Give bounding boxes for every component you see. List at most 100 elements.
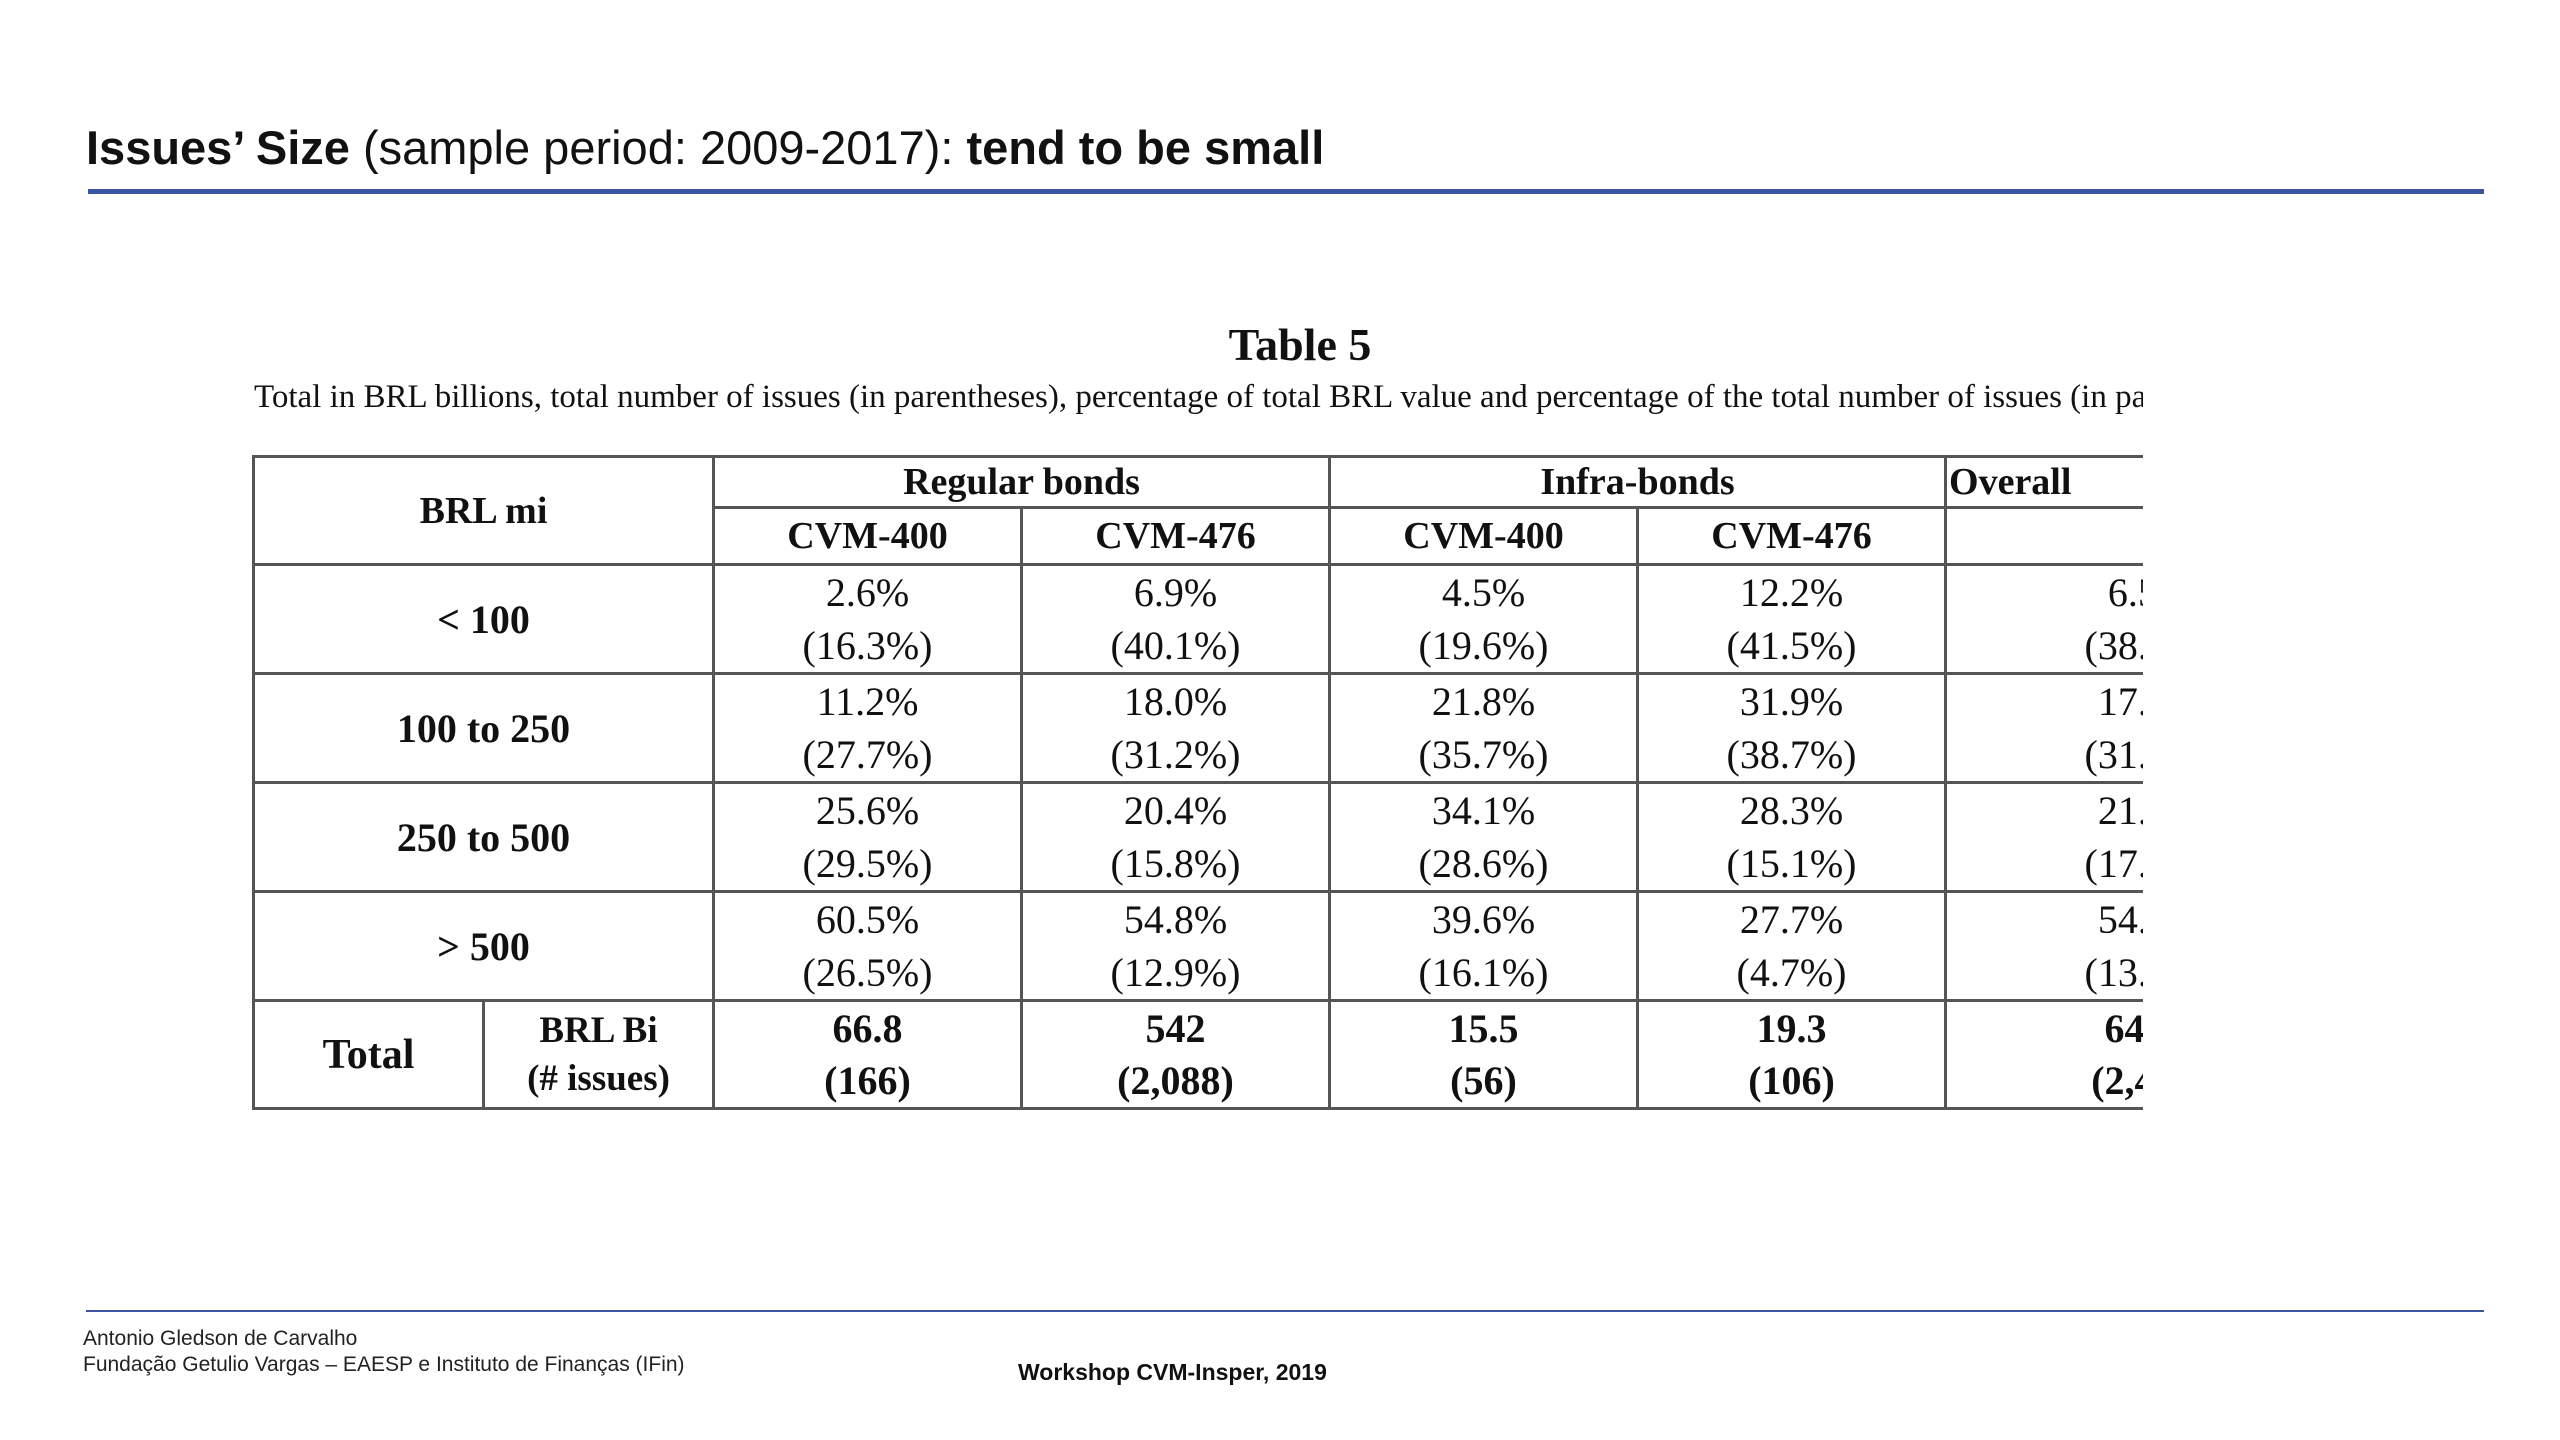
total-label: Total bbox=[252, 999, 485, 1110]
cell-count: (38.7%) bbox=[1726, 732, 1857, 777]
cell-count: (41.5%) bbox=[1726, 623, 1857, 668]
cell-value: 54.8% bbox=[1123, 897, 1228, 942]
title-normal: (sample period: 2009-2017): bbox=[349, 121, 967, 174]
cell-value: 54.2% bbox=[2097, 897, 2143, 942]
table-cell: 2.6% (16.3%) bbox=[712, 563, 1023, 675]
cell-value: 17.8% bbox=[2097, 679, 2143, 724]
total-row: Total BRL Bi (# issues) 66.8 (166) 542 (2,0… bbox=[252, 999, 2143, 1110]
table-cell: 11.2% (27.7%) bbox=[712, 672, 1023, 784]
table-title: Table 5 bbox=[1228, 319, 1372, 370]
data-table: BRL mi Regular bonds Infra-bonds Overall… bbox=[252, 455, 2143, 1110]
cell-count: (29.5%) bbox=[802, 841, 933, 886]
table-cell: 60.5% (26.5%) bbox=[712, 890, 1023, 1002]
group-regular-bonds: Regular bonds bbox=[712, 455, 1331, 509]
table-cell: 18.0% (31.2%) bbox=[1020, 672, 1331, 784]
table-cell: 21.8% (35.7%) bbox=[1328, 672, 1639, 784]
table-cell: 31.9% (38.7%) bbox=[1635, 672, 1948, 784]
footer-affiliation: Fundação Getulio Vargas – EAESP e Instit… bbox=[83, 1353, 685, 1376]
title-underline bbox=[88, 189, 2484, 194]
total-value: 15.5 bbox=[1448, 1005, 1519, 1051]
row-label: < 100 bbox=[252, 563, 715, 675]
cell-value: 11.2% bbox=[816, 679, 919, 724]
table-row: > 500 60.5% (26.5%) 54.8% (12.9%) 39.6% (16… bbox=[252, 890, 2143, 1002]
cell-value: 28.3% bbox=[1739, 788, 1844, 833]
cell-value: 20.4% bbox=[1123, 788, 1228, 833]
subheader-infra-cvm400: CVM-400 bbox=[1328, 506, 1639, 566]
row-label: > 500 bbox=[252, 890, 715, 1002]
cell-count: (19.6%) bbox=[1418, 623, 1549, 668]
cell-count: (27.7%) bbox=[802, 732, 933, 777]
row-label: 250 to 500 bbox=[252, 781, 715, 893]
cell-count: (15.8%) bbox=[1110, 841, 1241, 886]
cell-value: 25.6% bbox=[815, 788, 920, 833]
subheader-infra-cvm476: CVM-476 bbox=[1635, 506, 1948, 566]
table-caption: Total in BRL billions, total number of i… bbox=[254, 379, 2143, 415]
cell-value: 4.5% bbox=[1441, 570, 1526, 615]
footer-author-block: Antonio Gledson de Carvalho Fundação Get… bbox=[83, 1326, 685, 1378]
total-count: (106) bbox=[1748, 1057, 1835, 1103]
table-cell: 54.2% (13.5%) bbox=[1944, 890, 2143, 1002]
total-cell: 542 (2,088) bbox=[1020, 999, 1331, 1110]
cell-value: 60.5% bbox=[815, 897, 920, 942]
cell-value: 31.9% bbox=[1739, 679, 1844, 724]
total-cell: 643.6 (2,408) bbox=[1944, 999, 2143, 1110]
cell-count: (31.4%) bbox=[2084, 732, 2143, 777]
header-sub-row: CVM-400 CVM-476 CVM-400 CVM-476 bbox=[254, 506, 2143, 566]
table-cell: 17.8% (31.4%) bbox=[1944, 672, 2143, 784]
total-value: 19.3 bbox=[1756, 1005, 1827, 1051]
cell-value: 12.2% bbox=[1739, 570, 1844, 615]
subheader-regular-cvm476: CVM-476 bbox=[1020, 506, 1331, 566]
table-cell: 34.1% (28.6%) bbox=[1328, 781, 1639, 893]
table-cell: 21.5% (17.0%) bbox=[1944, 781, 2143, 893]
cell-count: (13.5%) bbox=[2084, 950, 2143, 995]
total-cell: 19.3 (106) bbox=[1635, 999, 1948, 1110]
footer-author: Antonio Gledson de Carvalho bbox=[83, 1327, 358, 1350]
total-cell: 15.5 (56) bbox=[1328, 999, 1639, 1110]
group-infra-bonds: Infra-bonds bbox=[1327, 455, 1948, 509]
table-cell: 28.3% (15.1%) bbox=[1635, 781, 1948, 893]
table-figure: Table 5 Total in BRL billions, total num… bbox=[250, 310, 2143, 1130]
table-cell: 54.8% (12.9%) bbox=[1020, 890, 1331, 1002]
cell-count: (40.1%) bbox=[1110, 623, 1241, 668]
table-cell: 20.4% (15.8%) bbox=[1020, 781, 1331, 893]
row-label: 100 to 250 bbox=[252, 672, 715, 784]
cell-count: (26.5%) bbox=[802, 950, 933, 995]
total-count: (166) bbox=[824, 1057, 911, 1103]
table-cell: 6.5% (38.0%) bbox=[1944, 563, 2143, 675]
cell-value: 39.6% bbox=[1431, 897, 1536, 942]
table-row: 250 to 500 25.6% (29.5%) 20.4% (15.8%) 34.… bbox=[252, 781, 2143, 893]
cell-count: (31.2%) bbox=[1110, 732, 1241, 777]
total-cell: 66.8 (166) bbox=[712, 999, 1023, 1110]
subheader-overall bbox=[1944, 506, 2143, 566]
footer-rule bbox=[86, 1310, 2484, 1312]
total-value: 66.8 bbox=[832, 1005, 903, 1051]
cell-count: (28.6%) bbox=[1418, 841, 1549, 886]
title-bold: Issues’ Size bbox=[86, 121, 350, 174]
total-count: (2,408) bbox=[2091, 1057, 2143, 1103]
cell-count: (15.1%) bbox=[1726, 841, 1857, 886]
table-cell: 39.6% (16.1%) bbox=[1328, 890, 1639, 1002]
cell-value: 6.9% bbox=[1133, 570, 1218, 615]
header-group-row: BRL mi Regular bonds Infra-bonds Overall bbox=[252, 455, 2143, 566]
table-cell: 27.7% (4.7%) bbox=[1635, 890, 1948, 1002]
cell-value: 34.1% bbox=[1431, 788, 1536, 833]
footer-event: Workshop CVM-Insper, 2019 bbox=[1018, 1359, 1327, 1385]
subheader-regular-cvm400: CVM-400 bbox=[712, 506, 1023, 566]
table-cell: 12.2% (41.5%) bbox=[1635, 563, 1948, 675]
table-row: 100 to 250 11.2% (27.7%) 18.0% (31.2%) 21.… bbox=[252, 672, 2143, 784]
corner-label: BRL mi bbox=[252, 455, 715, 566]
table-cell: 4.5% (19.6%) bbox=[1328, 563, 1639, 675]
cell-value: 2.6% bbox=[825, 570, 910, 615]
cell-count: (16.1%) bbox=[1418, 950, 1549, 995]
total-sub-label: BRL Bi (# issues) bbox=[482, 999, 715, 1110]
total-count: (56) bbox=[1450, 1057, 1517, 1103]
title-emphasis: tend to be small bbox=[966, 121, 1325, 174]
table-row: < 100 2.6% (16.3%) 6.9% (40.1%) 4.5% (19.6%… bbox=[252, 563, 2143, 675]
cell-value: 18.0% bbox=[1123, 679, 1228, 724]
table-cell: 6.9% (40.1%) bbox=[1020, 563, 1331, 675]
cell-value: 6.5% bbox=[2107, 570, 2143, 615]
cell-count: (35.7%) bbox=[1418, 732, 1549, 777]
total-sub-label-issues: (# issues) bbox=[527, 1057, 670, 1099]
cell-value: 27.7% bbox=[1739, 897, 1844, 942]
cell-count: (16.3%) bbox=[802, 623, 933, 668]
